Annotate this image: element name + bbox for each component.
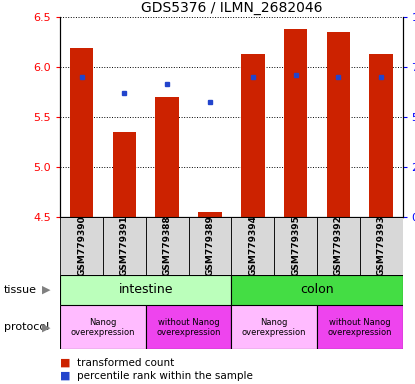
Text: transformed count: transformed count [77, 358, 174, 368]
Text: GSM779392: GSM779392 [334, 215, 343, 276]
Bar [60, 305, 146, 349]
Bar [188, 217, 232, 275]
Bar [317, 305, 403, 349]
Text: GSM779393: GSM779393 [377, 215, 386, 276]
Text: GSM779391: GSM779391 [120, 215, 129, 276]
Bar [284, 29, 308, 217]
Title: GDS5376 / ILMN_2682046: GDS5376 / ILMN_2682046 [141, 1, 322, 15]
Text: intestine: intestine [119, 283, 173, 296]
Bar [360, 217, 403, 275]
Text: Nanog
overexpression: Nanog overexpression [242, 318, 306, 337]
Text: protocol: protocol [4, 322, 49, 333]
Text: GSM779395: GSM779395 [291, 215, 300, 276]
Text: ■: ■ [60, 358, 71, 368]
Text: GSM779388: GSM779388 [163, 215, 172, 276]
Text: ▶: ▶ [42, 285, 50, 295]
Bar [232, 275, 403, 305]
Text: colon: colon [300, 283, 334, 296]
Bar [155, 97, 179, 217]
Bar [317, 217, 360, 275]
Bar [274, 217, 317, 275]
Text: Nanog
overexpression: Nanog overexpression [71, 318, 135, 337]
Text: without Nanog
overexpression: without Nanog overexpression [156, 318, 221, 337]
Bar [327, 32, 350, 217]
Bar [232, 305, 317, 349]
Bar [60, 217, 103, 275]
Bar [103, 217, 146, 275]
Bar [60, 275, 232, 305]
Text: ▶: ▶ [42, 322, 50, 333]
Text: GSM779389: GSM779389 [205, 215, 215, 276]
Text: GSM779394: GSM779394 [248, 215, 257, 276]
Bar [241, 54, 264, 217]
Text: percentile rank within the sample: percentile rank within the sample [77, 371, 253, 381]
Bar [198, 212, 222, 217]
Bar [112, 132, 136, 217]
Bar [70, 48, 93, 217]
Bar [146, 305, 232, 349]
Text: without Nanog
overexpression: without Nanog overexpression [327, 318, 392, 337]
Text: ■: ■ [60, 371, 71, 381]
Bar [146, 217, 188, 275]
Text: GSM779390: GSM779390 [77, 215, 86, 276]
Text: tissue: tissue [4, 285, 37, 295]
Bar [232, 217, 274, 275]
Bar [369, 54, 393, 217]
